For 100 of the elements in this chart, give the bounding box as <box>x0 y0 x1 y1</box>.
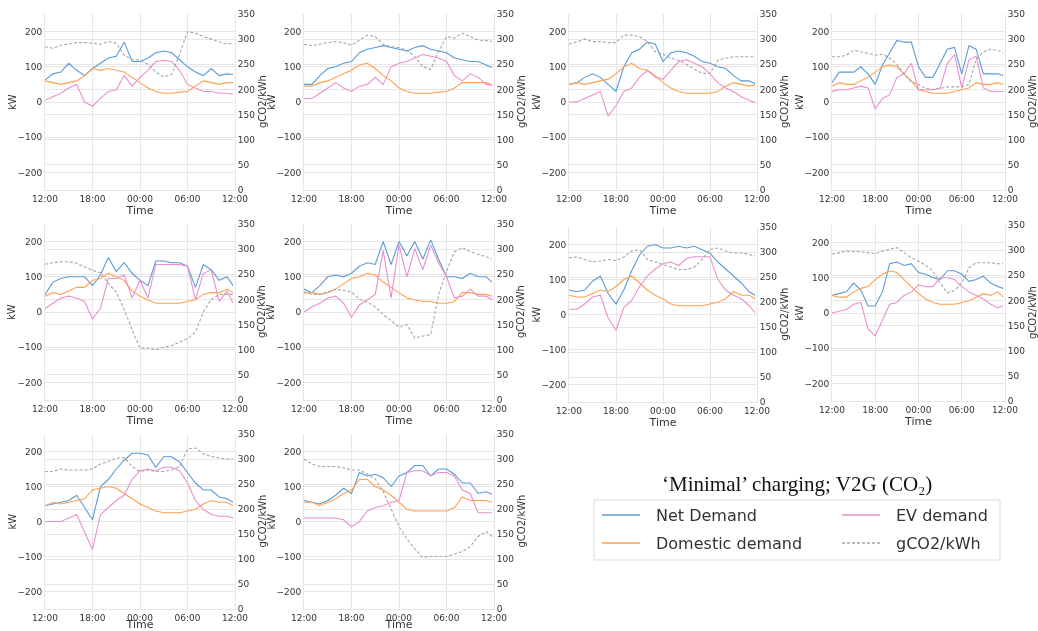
y2-tick-label: 150 <box>1007 109 1026 120</box>
x-tick-label: 12:00 <box>819 404 846 415</box>
y-axis-title: kW <box>794 305 805 321</box>
y2-tick-label: 0 <box>759 185 766 196</box>
y2-tick-label: 200 <box>1007 295 1026 306</box>
y2-tick-label: 0 <box>496 395 503 406</box>
line-series <box>569 34 756 74</box>
line-series <box>304 32 493 70</box>
y-tick-label: −200 <box>17 167 43 178</box>
y-tick-label: −200 <box>17 586 43 597</box>
y-tick-label: 100 <box>25 271 43 282</box>
x-tick-label: 00:00 <box>650 405 677 416</box>
x-tick-label: 18:00 <box>862 193 889 204</box>
y2-tick-label: 300 <box>237 34 256 45</box>
y-tick-label: −200 <box>17 377 43 388</box>
y2-tick-label: 100 <box>237 554 256 565</box>
y-tick-label: 100 <box>284 481 302 492</box>
x-tick-label: 18:00 <box>603 193 630 204</box>
y2-tick-label: 50 <box>496 160 509 171</box>
line-series <box>45 31 234 78</box>
y-tick-label: 200 <box>812 26 830 37</box>
line-series <box>304 458 493 559</box>
line-series <box>304 272 493 304</box>
y2-tick-label: 350 <box>1007 9 1026 20</box>
x-tick-label: 00:00 <box>650 193 677 204</box>
y-tick-label: −100 <box>541 344 567 355</box>
y2-tick-label: 200 <box>759 297 778 308</box>
y-tick-label: −200 <box>804 167 830 178</box>
x-tick-label: 12:00 <box>32 193 59 204</box>
y-tick-label: −200 <box>276 586 302 597</box>
y2-tick-label: 0 <box>1007 185 1014 196</box>
y2-tick-label: 150 <box>759 322 778 333</box>
y2-tick-label: 100 <box>1007 134 1026 145</box>
y-tick-label: 100 <box>25 61 43 72</box>
y-tick-label: 200 <box>284 236 302 247</box>
y-tick-label: 0 <box>295 516 302 527</box>
y2-axis-title: gCO2/kWh <box>779 75 790 128</box>
x-tick-label: 12:00 <box>992 193 1019 204</box>
line-series <box>45 256 234 295</box>
y2-tick-label: 0 <box>759 397 766 408</box>
y2-tick-label: 300 <box>496 34 515 45</box>
y2-tick-label: 350 <box>496 219 515 230</box>
x-tick-label: 12:00 <box>222 193 249 204</box>
y2-tick-label: 250 <box>496 59 515 70</box>
y2-tick-label: 100 <box>1007 345 1026 356</box>
y2-tick-label: 50 <box>237 160 250 171</box>
y2-tick-label: 50 <box>759 160 772 171</box>
y2-tick-label: 150 <box>1007 320 1026 331</box>
y-tick-label: −100 <box>276 551 302 562</box>
y2-tick-label: 300 <box>237 454 256 465</box>
y2-axis-title: gCO2/kWh <box>515 285 526 338</box>
y2-tick-label: 350 <box>1007 220 1026 231</box>
y-tick-label: −100 <box>276 132 302 143</box>
y2-tick-label: 350 <box>759 222 778 233</box>
line-series <box>45 59 234 107</box>
y2-tick-label: 300 <box>1007 245 1026 256</box>
line-series <box>45 452 234 521</box>
y2-tick-label: 350 <box>496 9 515 20</box>
x-tick-label: 18:00 <box>79 612 106 623</box>
y2-tick-label: 200 <box>496 84 515 95</box>
legend-label: Domestic demand <box>656 534 803 553</box>
line-series <box>45 263 234 320</box>
y2-tick-label: 250 <box>496 269 515 280</box>
y-tick-label: 200 <box>812 237 830 248</box>
y-tick-label: 200 <box>25 26 43 37</box>
x-axis-title: Time <box>904 414 933 428</box>
y2-tick-label: 350 <box>759 9 778 20</box>
y-tick-label: 200 <box>284 446 302 457</box>
y2-axis-title: gCO2/kWh <box>1027 75 1038 128</box>
x-tick-label: 12:00 <box>556 193 583 204</box>
x-tick-label: 12:00 <box>291 193 318 204</box>
y-tick-label: 0 <box>295 97 302 108</box>
y-tick-label: 100 <box>284 271 302 282</box>
x-tick-label: 12:00 <box>481 403 508 414</box>
y-tick-label: 200 <box>549 26 567 37</box>
y-tick-label: 200 <box>284 26 302 37</box>
y2-tick-label: 350 <box>237 429 256 440</box>
y2-tick-label: 250 <box>759 272 778 283</box>
line-series <box>304 53 493 100</box>
y2-tick-label: 350 <box>237 219 256 230</box>
y2-axis-title: gCO2/kWh <box>778 287 790 341</box>
y2-tick-label: 0 <box>237 604 244 615</box>
y-tick-label: 100 <box>812 61 830 72</box>
y-tick-label: 0 <box>36 97 43 108</box>
y2-axis-title: gCO2/kWh <box>256 494 268 548</box>
line-series <box>832 53 1004 110</box>
y-tick-label: −200 <box>541 379 567 390</box>
x-tick-label: 12:00 <box>291 403 318 414</box>
line-series <box>832 39 1004 85</box>
line-series <box>569 247 756 271</box>
y2-tick-label: 0 <box>496 185 503 196</box>
x-tick-label: 12:00 <box>291 612 318 623</box>
y2-tick-label: 50 <box>496 370 509 381</box>
y2-tick-label: 50 <box>237 579 250 590</box>
y2-tick-label: 300 <box>496 454 515 465</box>
x-tick-label: 18:00 <box>79 403 106 414</box>
y-tick-label: 100 <box>25 481 43 492</box>
y2-tick-label: 0 <box>496 604 503 615</box>
x-tick-label: 12:00 <box>32 403 59 414</box>
y-tick-label: −100 <box>17 342 43 353</box>
